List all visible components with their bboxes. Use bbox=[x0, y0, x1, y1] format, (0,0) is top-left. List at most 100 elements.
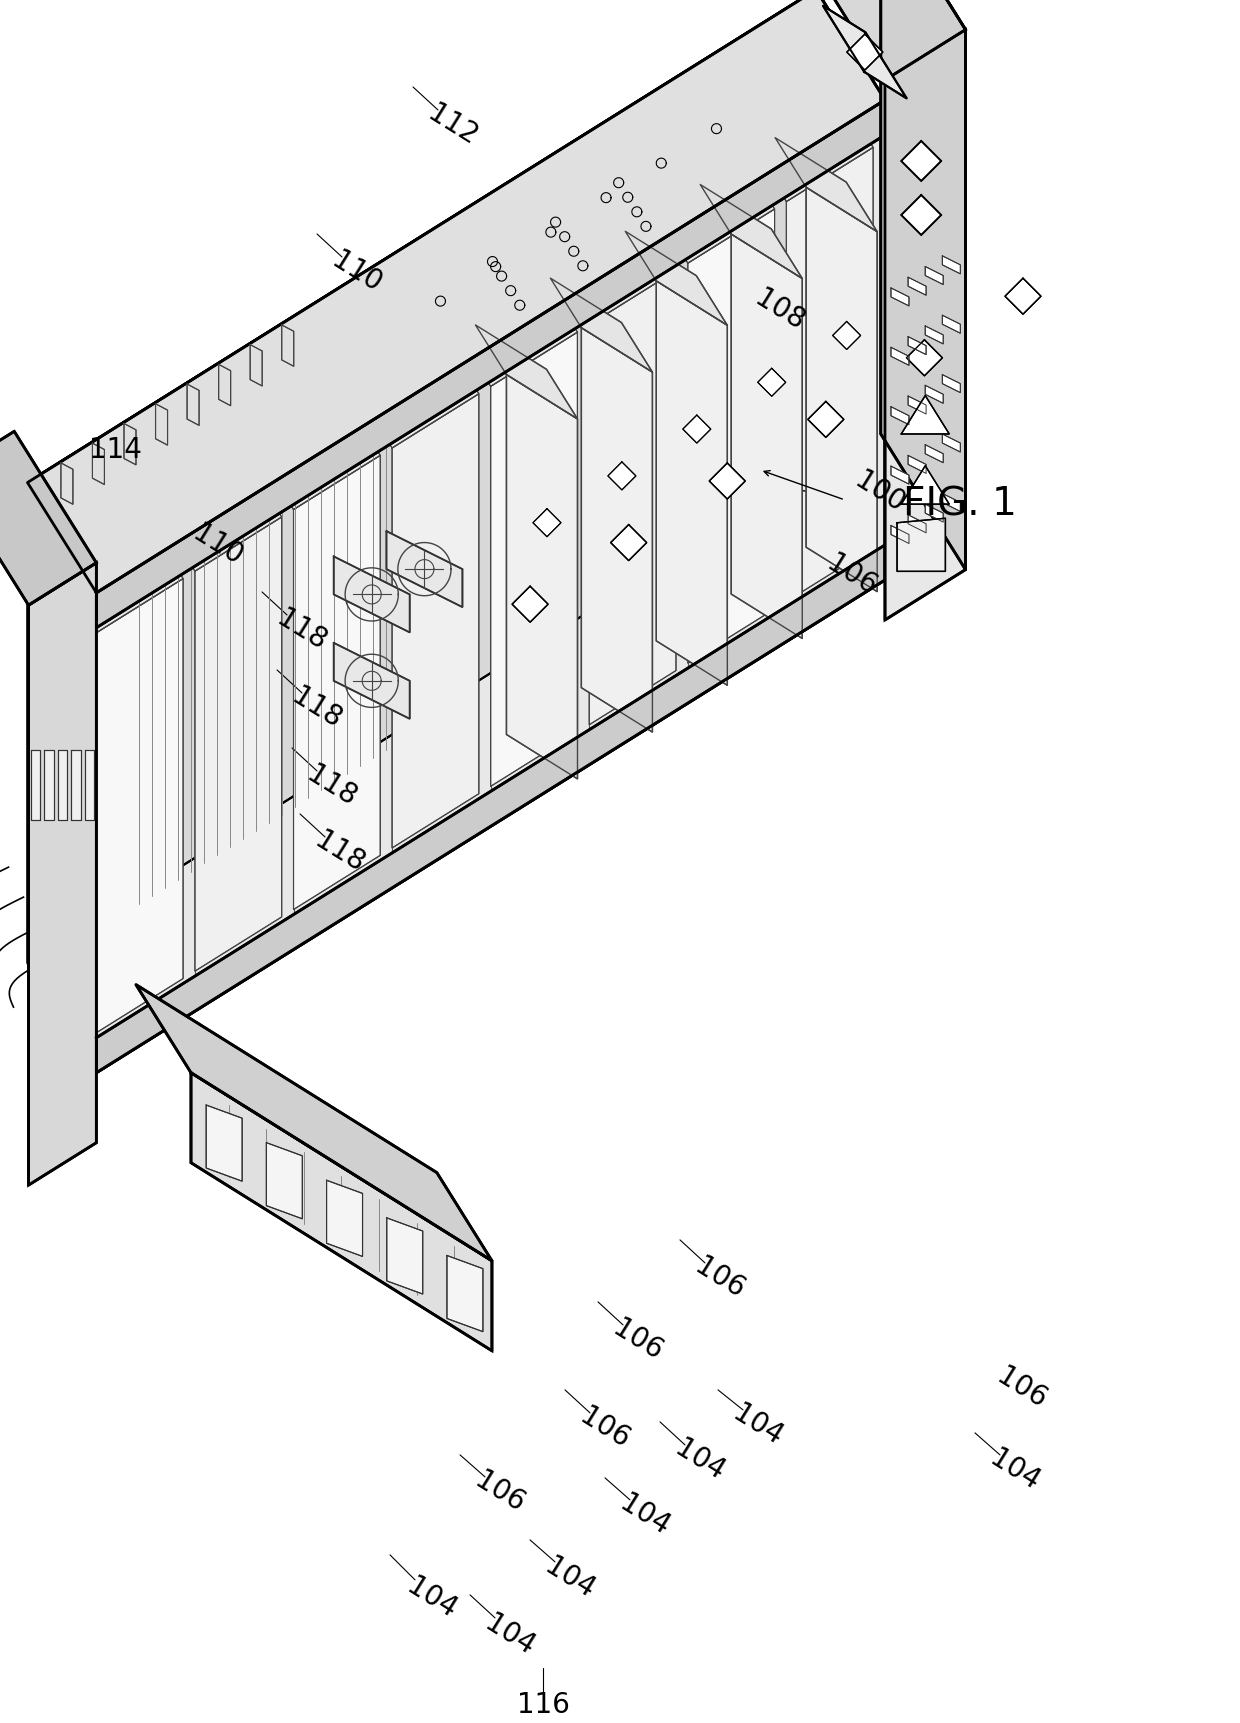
Polygon shape bbox=[942, 493, 960, 512]
Polygon shape bbox=[392, 395, 479, 848]
Polygon shape bbox=[688, 208, 775, 663]
Polygon shape bbox=[387, 531, 463, 606]
Text: 110: 110 bbox=[188, 519, 248, 570]
Polygon shape bbox=[758, 369, 786, 396]
Polygon shape bbox=[925, 445, 944, 463]
Text: 104: 104 bbox=[728, 1399, 787, 1451]
Polygon shape bbox=[29, 563, 97, 1185]
Polygon shape bbox=[195, 517, 281, 972]
Polygon shape bbox=[512, 586, 548, 622]
Text: 104: 104 bbox=[985, 1444, 1045, 1496]
Polygon shape bbox=[732, 234, 802, 639]
Polygon shape bbox=[93, 443, 104, 484]
Polygon shape bbox=[541, 193, 676, 324]
Polygon shape bbox=[343, 317, 479, 448]
Polygon shape bbox=[942, 255, 960, 274]
Polygon shape bbox=[892, 348, 909, 365]
Polygon shape bbox=[0, 431, 97, 605]
Polygon shape bbox=[491, 333, 578, 786]
Polygon shape bbox=[218, 364, 231, 405]
Text: 118: 118 bbox=[288, 682, 347, 734]
Polygon shape bbox=[71, 750, 81, 820]
Polygon shape bbox=[908, 396, 926, 414]
Polygon shape bbox=[124, 424, 136, 465]
Polygon shape bbox=[533, 508, 560, 538]
Polygon shape bbox=[901, 141, 941, 181]
Polygon shape bbox=[334, 643, 409, 718]
Polygon shape bbox=[906, 339, 942, 376]
Polygon shape bbox=[326, 1180, 362, 1256]
Polygon shape bbox=[146, 439, 281, 572]
Polygon shape bbox=[387, 1218, 423, 1294]
Polygon shape bbox=[250, 345, 262, 386]
Polygon shape bbox=[27, 0, 885, 593]
Polygon shape bbox=[187, 384, 200, 426]
Text: 104: 104 bbox=[541, 1552, 600, 1604]
Polygon shape bbox=[334, 557, 409, 632]
Polygon shape bbox=[136, 984, 492, 1261]
Text: 106: 106 bbox=[608, 1315, 668, 1366]
Polygon shape bbox=[97, 579, 184, 1032]
Polygon shape bbox=[786, 148, 873, 601]
Polygon shape bbox=[800, 0, 966, 79]
Polygon shape bbox=[155, 403, 167, 445]
Polygon shape bbox=[832, 322, 861, 350]
Text: 104: 104 bbox=[480, 1609, 539, 1661]
Polygon shape bbox=[640, 133, 775, 264]
Text: 106: 106 bbox=[992, 1361, 1052, 1415]
Polygon shape bbox=[608, 462, 636, 489]
Text: 112: 112 bbox=[423, 100, 482, 152]
Polygon shape bbox=[589, 271, 676, 725]
Polygon shape bbox=[823, 5, 906, 98]
Text: 118: 118 bbox=[303, 760, 362, 812]
Polygon shape bbox=[58, 750, 67, 820]
Polygon shape bbox=[97, 544, 885, 1073]
Polygon shape bbox=[897, 519, 945, 572]
Polygon shape bbox=[709, 463, 745, 500]
Polygon shape bbox=[31, 750, 40, 820]
Polygon shape bbox=[925, 505, 944, 522]
Text: 106: 106 bbox=[470, 1466, 529, 1518]
Polygon shape bbox=[656, 281, 728, 686]
Polygon shape bbox=[775, 138, 877, 231]
Polygon shape bbox=[246, 379, 381, 510]
Text: 118: 118 bbox=[273, 605, 332, 656]
Polygon shape bbox=[892, 288, 909, 307]
Polygon shape bbox=[27, 0, 885, 593]
Polygon shape bbox=[892, 467, 909, 484]
Text: 118: 118 bbox=[310, 825, 370, 877]
Text: 106: 106 bbox=[575, 1403, 635, 1454]
Text: 106: 106 bbox=[822, 550, 882, 601]
Polygon shape bbox=[885, 29, 966, 620]
Polygon shape bbox=[45, 750, 53, 820]
Polygon shape bbox=[701, 184, 802, 279]
Polygon shape bbox=[443, 255, 578, 386]
Polygon shape bbox=[847, 34, 883, 71]
Polygon shape bbox=[942, 315, 960, 333]
Polygon shape bbox=[610, 524, 647, 560]
Polygon shape bbox=[97, 100, 885, 627]
Polygon shape bbox=[84, 750, 94, 820]
Polygon shape bbox=[925, 326, 944, 345]
Polygon shape bbox=[908, 336, 926, 355]
Polygon shape bbox=[267, 1142, 303, 1218]
Polygon shape bbox=[806, 188, 877, 591]
Polygon shape bbox=[901, 465, 950, 505]
Polygon shape bbox=[908, 277, 926, 295]
Text: 110: 110 bbox=[327, 246, 387, 298]
Polygon shape bbox=[446, 1256, 482, 1332]
Text: 116: 116 bbox=[517, 1690, 569, 1720]
Polygon shape bbox=[48, 501, 184, 632]
Polygon shape bbox=[1004, 277, 1042, 314]
Polygon shape bbox=[625, 231, 728, 326]
Text: 114: 114 bbox=[88, 436, 141, 463]
Polygon shape bbox=[281, 326, 294, 367]
Polygon shape bbox=[892, 407, 909, 424]
Polygon shape bbox=[880, 0, 966, 570]
Text: 100: 100 bbox=[851, 465, 910, 519]
Polygon shape bbox=[738, 71, 873, 202]
Polygon shape bbox=[683, 415, 711, 443]
Polygon shape bbox=[294, 455, 381, 910]
Polygon shape bbox=[892, 526, 909, 543]
Polygon shape bbox=[925, 386, 944, 403]
